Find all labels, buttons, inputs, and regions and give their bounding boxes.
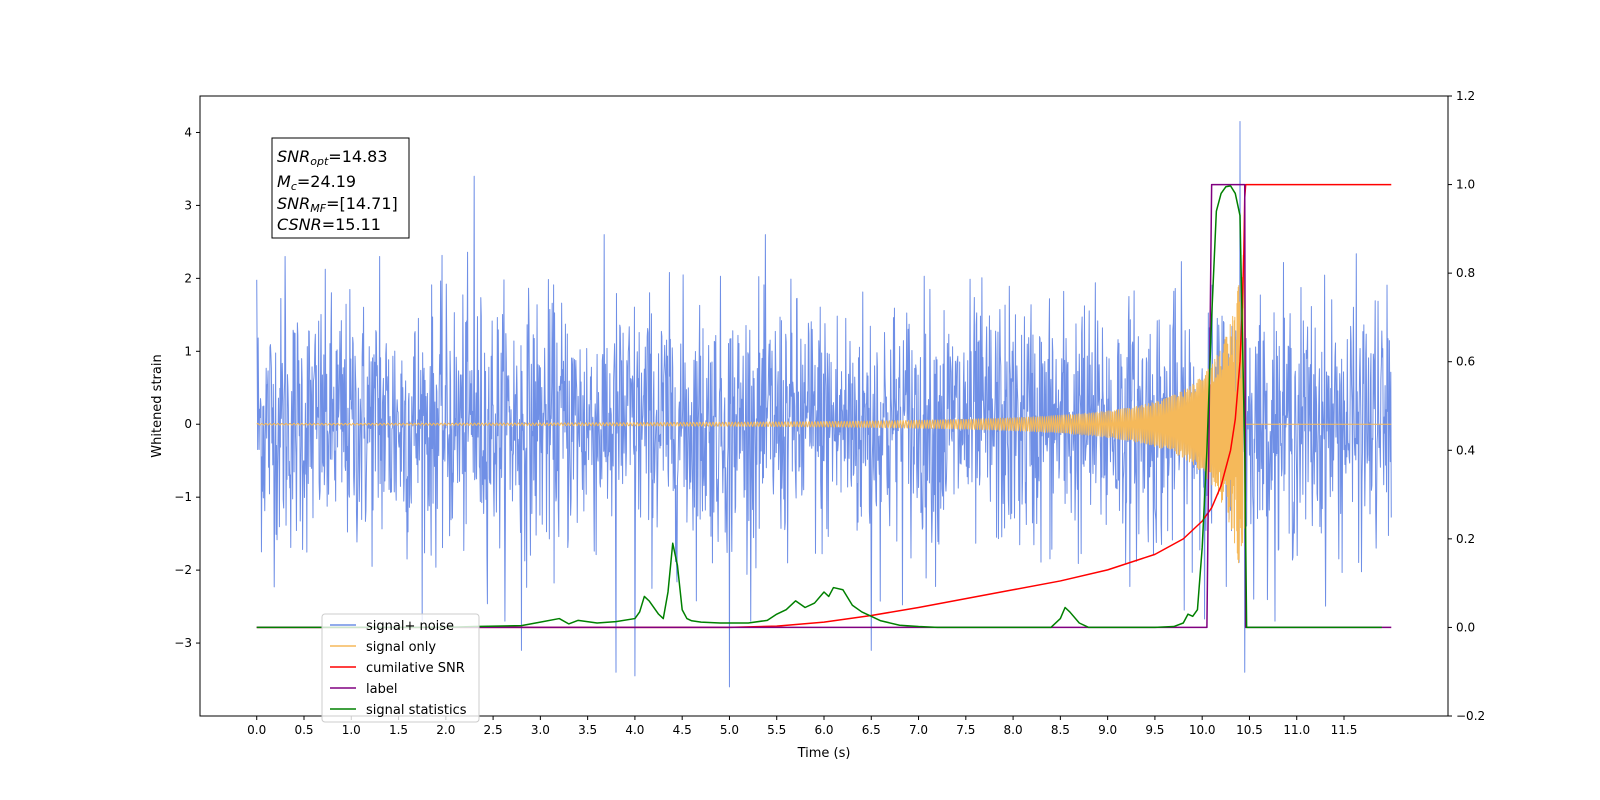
x-tick-label-0: 0.0	[247, 723, 266, 737]
x-tick-label-11: 5.5	[767, 723, 786, 737]
y2-tick-label-5: 0.8	[1456, 266, 1475, 280]
x-tick-label-3: 1.5	[389, 723, 408, 737]
legend-entry-csnr: cumilative SNR	[330, 661, 465, 676]
y-tick-label-3: 0	[184, 417, 192, 431]
x-tick-label-13: 6.5	[862, 723, 881, 737]
series-signal-only	[256, 243, 1392, 564]
y2-tick-label-1: 0.0	[1456, 620, 1475, 634]
legend-entry-stats: signal statistics	[330, 703, 467, 718]
x-tick-label-23: 11.5	[1331, 723, 1358, 737]
annotation-csnr: CSNR=15.11	[277, 215, 381, 234]
legend-label-noise: signal+ noise	[366, 619, 454, 634]
series-cumulative-snr	[256, 183, 1392, 629]
x-tick-label-8: 4.0	[625, 723, 644, 737]
x-tick-label-10: 5.0	[720, 723, 739, 737]
y-axis-label: Whitened strain	[150, 354, 165, 457]
y2-tick-label-4: 0.6	[1456, 355, 1475, 369]
y-tick-label-0: −3	[174, 636, 192, 650]
legend-entry-label: label	[330, 682, 397, 697]
y2-tick-label-7: 1.2	[1456, 89, 1475, 103]
x-axis-label: Time (s)	[797, 746, 851, 761]
y2-axis-ticks: −0.2 0.0 0.2 0.4 0.6 0.8 1.0 1.2	[1448, 89, 1485, 723]
annotation-snr-opt: SNRopt=14.83	[277, 147, 388, 168]
x-tick-label-20: 10.0	[1189, 723, 1216, 737]
x-tick-label-4: 2.0	[436, 723, 455, 737]
series-layer	[256, 121, 1392, 688]
x-tick-label-2: 1.0	[342, 723, 361, 737]
legend-label-signal: signal only	[366, 640, 436, 655]
x-tick-label-17: 8.5	[1051, 723, 1070, 737]
y2-tick-label-3: 0.4	[1456, 443, 1475, 457]
x-tick-label-14: 7.0	[909, 723, 928, 737]
x-tick-label-22: 11.0	[1283, 723, 1310, 737]
x-tick-label-19: 9.5	[1145, 723, 1164, 737]
y-tick-label-7: 4	[184, 125, 192, 139]
y2-tick-label-6: 1.0	[1456, 178, 1475, 192]
x-tick-label-5: 2.5	[484, 723, 503, 737]
x-tick-label-7: 3.5	[578, 723, 597, 737]
series-signal-statistics	[256, 185, 1382, 629]
legend-entry-signal: signal only	[330, 640, 436, 655]
y-tick-label-6: 3	[184, 198, 192, 212]
annotation-snr-mf: SNRMF=[14.71]	[277, 194, 398, 215]
y2-tick-label-0: −0.2	[1456, 709, 1485, 723]
x-tick-label-6: 3.0	[531, 723, 550, 737]
legend: signal+ noise signal only cumilative SNR…	[321, 613, 480, 723]
y-tick-label-5: 2	[184, 271, 192, 285]
x-tick-label-18: 9.0	[1098, 723, 1117, 737]
x-axis-ticks: 0.0 0.5 1.0 1.5 2.0 2.5 3.0 3.5 4.0 4.5 5.0 5.5 6.0 6…	[247, 716, 1357, 737]
x-tick-label-1: 0.5	[294, 723, 313, 737]
x-tick-label-16: 8.0	[1004, 723, 1023, 737]
x-tick-label-12: 6.0	[814, 723, 833, 737]
y-tick-label-4: 1	[184, 344, 192, 358]
legend-label-stats: signal statistics	[366, 703, 467, 718]
legend-entry-noise: signal+ noise	[330, 619, 454, 634]
legend-label-label: label	[366, 682, 397, 697]
x-tick-label-9: 4.5	[673, 723, 692, 737]
series-signal-plus-noise	[256, 121, 1392, 688]
y-tick-label-1: −2	[174, 563, 192, 577]
annotation-mc: Mc=24.19	[277, 172, 356, 193]
snr-annotation-box: SNRopt=14.83 Mc=24.19 SNRMF=[14.71] CSNR…	[271, 137, 410, 239]
x-tick-label-21: 10.5	[1236, 723, 1263, 737]
y-axis-ticks: −3 −2 −1 0 1 2 3 4	[174, 125, 200, 650]
legend-label-csnr: cumilative SNR	[366, 661, 465, 676]
y-tick-label-2: −1	[174, 490, 192, 504]
x-tick-label-15: 7.5	[956, 723, 975, 737]
y2-tick-label-2: 0.2	[1456, 532, 1475, 546]
